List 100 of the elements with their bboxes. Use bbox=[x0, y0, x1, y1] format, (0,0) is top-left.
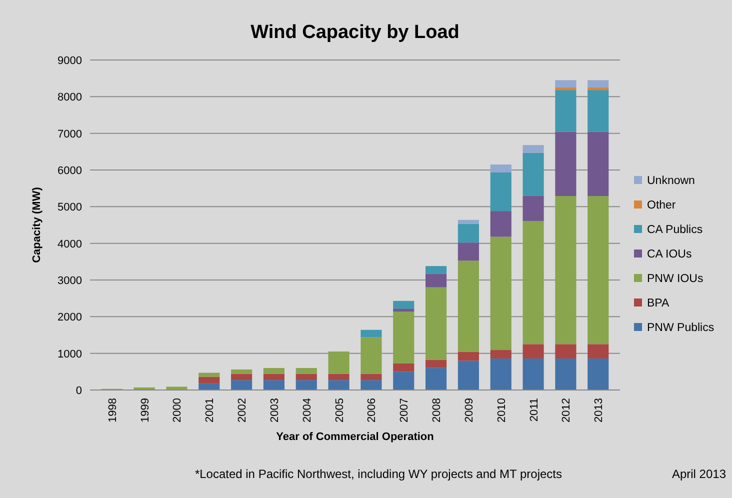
y-tick-label: 9000 bbox=[58, 55, 82, 67]
bar bbox=[393, 308, 414, 312]
bar bbox=[490, 172, 512, 212]
x-tick-label: 2001 bbox=[204, 398, 216, 422]
x-tick-label: 1998 bbox=[106, 398, 119, 422]
bar bbox=[263, 374, 284, 380]
bar bbox=[458, 352, 479, 361]
y-tick-label: 8000 bbox=[58, 92, 82, 104]
chart-title: Wind Capacity by Load bbox=[250, 22, 460, 43]
bar bbox=[522, 152, 544, 196]
legend-label: PNW IOUs bbox=[647, 273, 704, 285]
x-tick-label: 2007 bbox=[398, 398, 411, 422]
bar bbox=[555, 88, 576, 90]
bar bbox=[522, 196, 544, 221]
text: *Located in Pacific Northwest, including WY projects and MT projects bbox=[194, 467, 562, 481]
bar bbox=[426, 368, 447, 390]
bar bbox=[555, 90, 576, 132]
y-tick-label: 5000 bbox=[58, 202, 82, 214]
bar bbox=[588, 88, 609, 90]
y-axis-title: Capacity (MW) bbox=[31, 186, 43, 263]
bar bbox=[588, 132, 609, 196]
bar bbox=[588, 80, 609, 88]
bar bbox=[522, 220, 544, 344]
text: April 2013 bbox=[672, 467, 726, 481]
bar bbox=[263, 368, 284, 374]
y-tick-label: 1000 bbox=[58, 348, 82, 360]
x-tick-label: 2002 bbox=[236, 398, 249, 422]
bar bbox=[490, 358, 512, 390]
bar bbox=[426, 287, 447, 360]
x-tick-label: 2008 bbox=[431, 398, 444, 422]
bar bbox=[360, 330, 382, 338]
x-tick-label: 2013 bbox=[593, 398, 606, 422]
bar bbox=[231, 369, 252, 374]
bar bbox=[458, 224, 479, 243]
bar bbox=[296, 380, 317, 390]
bar bbox=[328, 352, 350, 374]
bar bbox=[458, 220, 479, 224]
legend-label: PNW Publics bbox=[647, 322, 714, 334]
bar bbox=[522, 145, 544, 153]
bar bbox=[522, 344, 544, 358]
bar bbox=[198, 372, 220, 377]
y-tick-label: 2000 bbox=[58, 312, 82, 324]
bar bbox=[588, 90, 609, 132]
legend-label: BPA bbox=[647, 298, 670, 310]
legend-label: Unknown bbox=[647, 175, 695, 187]
y-tick-label: 4000 bbox=[58, 238, 82, 250]
bar bbox=[198, 383, 220, 390]
x-tick-label: 2006 bbox=[366, 398, 378, 422]
bar bbox=[393, 372, 414, 390]
x-tick-label: 2009 bbox=[463, 398, 476, 422]
y-tick-label: 3000 bbox=[58, 275, 82, 287]
legend-label: Other bbox=[647, 200, 676, 212]
y-tick-label: 0 bbox=[76, 385, 82, 397]
x-tick-label: 2003 bbox=[268, 398, 281, 422]
y-tick-label: 6000 bbox=[58, 165, 82, 177]
legend-label: CA Publics bbox=[647, 224, 703, 236]
bar bbox=[296, 368, 317, 374]
bar bbox=[490, 236, 512, 350]
bar bbox=[393, 312, 414, 364]
bar bbox=[426, 266, 447, 274]
x-tick-label: 2012 bbox=[560, 398, 573, 422]
bar bbox=[360, 374, 382, 380]
x-tick-label: 2011 bbox=[528, 398, 540, 422]
x-tick-label: 1999 bbox=[139, 398, 152, 422]
bar bbox=[296, 374, 317, 380]
bar bbox=[588, 358, 609, 390]
legend-label: CA IOUs bbox=[647, 248, 692, 260]
x-tick-label: 2004 bbox=[301, 398, 314, 422]
bar bbox=[555, 80, 576, 88]
bar bbox=[426, 274, 447, 288]
bar bbox=[555, 358, 576, 390]
y-tick-label: 7000 bbox=[58, 128, 82, 140]
bar bbox=[360, 337, 382, 374]
bar bbox=[393, 363, 414, 372]
bar bbox=[588, 196, 609, 344]
bar bbox=[166, 386, 188, 390]
bar bbox=[490, 350, 512, 358]
x-tick-label: 2000 bbox=[172, 398, 184, 422]
bar bbox=[588, 344, 609, 358]
bar bbox=[458, 260, 479, 352]
bar bbox=[458, 242, 479, 261]
x-axis-title: Year of Commercial Operation bbox=[276, 431, 434, 443]
bar bbox=[198, 376, 220, 384]
bar bbox=[490, 211, 512, 237]
bar bbox=[426, 360, 447, 368]
bar bbox=[263, 380, 284, 390]
bar bbox=[328, 374, 350, 380]
x-tick-label: 2010 bbox=[496, 398, 508, 422]
bar bbox=[555, 344, 576, 358]
bar bbox=[393, 300, 414, 309]
x-tick-label: 2005 bbox=[334, 398, 346, 422]
bar bbox=[555, 196, 576, 344]
bar bbox=[360, 380, 382, 390]
bar bbox=[490, 164, 512, 172]
bar bbox=[522, 358, 544, 390]
bar bbox=[458, 360, 479, 390]
bar bbox=[555, 132, 576, 196]
bar bbox=[328, 380, 350, 390]
bar bbox=[231, 380, 252, 390]
bar bbox=[231, 374, 252, 380]
